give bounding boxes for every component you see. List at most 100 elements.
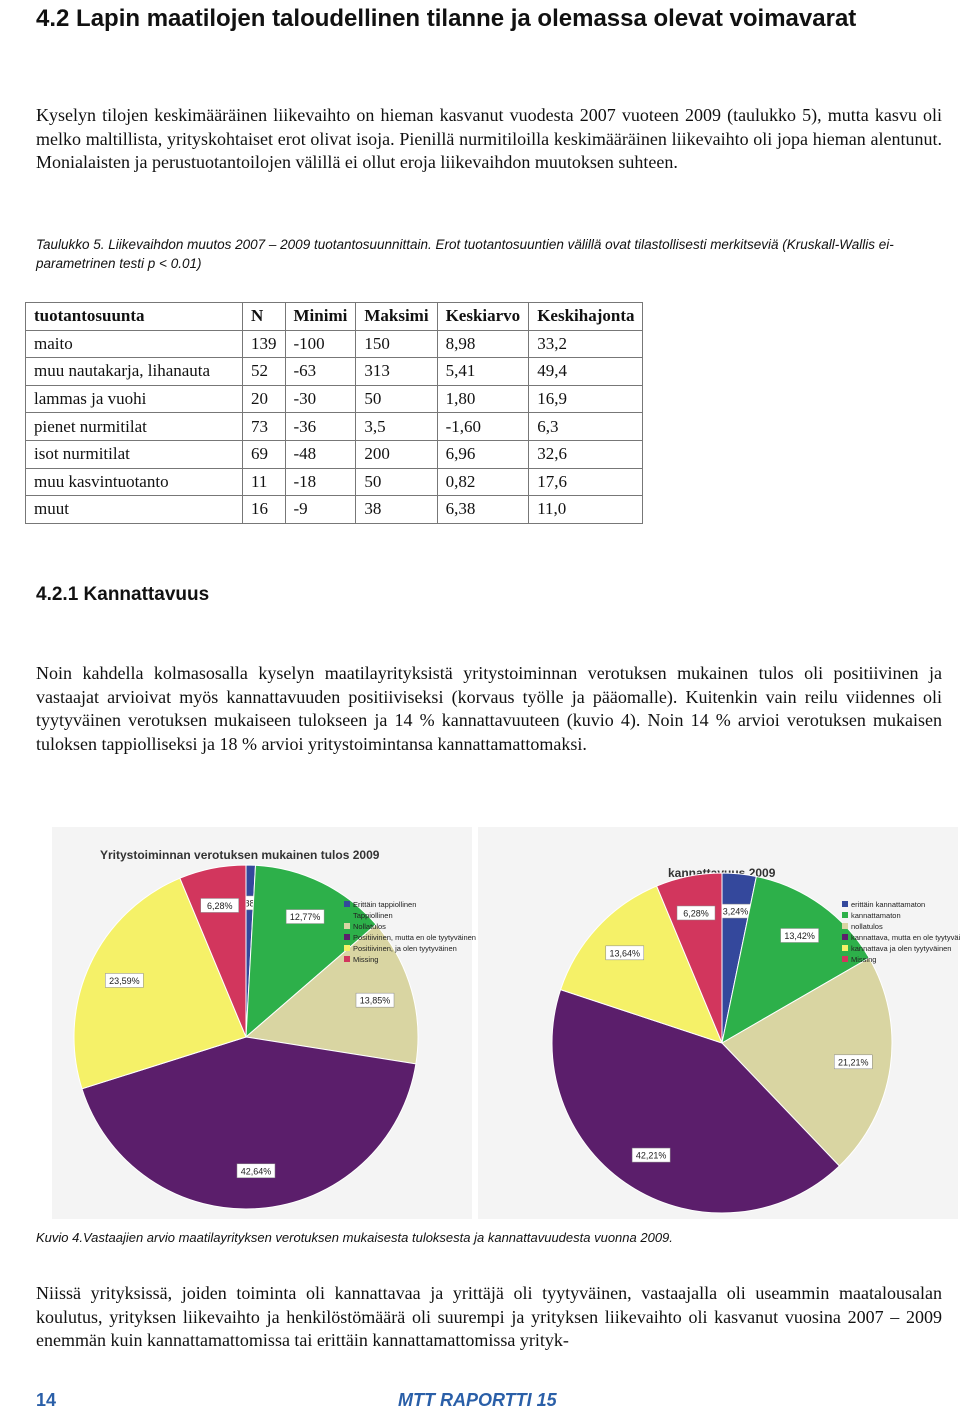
legend-swatch [842, 912, 848, 918]
figure: Yritystoiminnan verotuksen mukainen tulo… [52, 827, 960, 1219]
table-cell: -18 [284, 467, 357, 497]
publication: MTT RAPORTTI 15 [398, 1390, 557, 1410]
label-box [355, 992, 395, 1008]
label-box [200, 898, 239, 913]
paragraph: Noin kahdella kolmasosalla kyselyn maati… [36, 663, 942, 754]
paragraph: Niissä yrityksissä, joiden toiminta oli … [36, 1283, 942, 1350]
table-caption: Taulukko 5. Liikevaihdon muutos 2007 – 2… [36, 237, 894, 271]
legend-swatch [344, 934, 350, 940]
legend-swatch [344, 912, 350, 918]
table-cell: Keskiarvo [436, 302, 530, 331]
label-box [285, 909, 325, 924]
label-box [780, 928, 819, 943]
table-cell: 6,3 [528, 412, 644, 441]
table-cell: lammas ja vuohi [25, 384, 243, 414]
table-row: tuotantosuunta N Minimi Maksimi Keskiarvo Kes… [25, 302, 644, 331]
table-cell: -1,60 [436, 412, 530, 441]
pie-slice [551, 989, 841, 1214]
slice-label: 42,21% [636, 1151, 667, 1161]
table-cell: Maksimi [355, 302, 438, 331]
legend-swatch [842, 901, 848, 907]
table-cell: 150 [355, 329, 438, 359]
legend-label: Tappiollinen [353, 911, 393, 920]
table-row: pienet nurmitilat 73 -36 3,5 -1,60 6,3 [25, 412, 644, 441]
legend-label: erittäin kannattamaton [851, 900, 925, 909]
label-box [605, 945, 645, 961]
legend-swatch [344, 923, 350, 929]
table-row: muut 16 -9 38 6,38 11,0 [25, 495, 644, 524]
label-box [834, 1054, 873, 1070]
figure-caption: Kuvio 4.Vastaajien arvio maatilayritykse… [36, 1230, 673, 1245]
table-cell: 17,6 [528, 467, 644, 497]
table-cell: 20 [242, 384, 286, 414]
table-cell: -100 [284, 329, 357, 359]
table-cell: pienet nurmitilat [25, 412, 243, 441]
legend-swatch [842, 934, 848, 940]
slice-label: 23,59% [109, 976, 140, 986]
table-cell: -48 [284, 439, 357, 469]
table-row: isot nurmitilat 69 -48 200 6,96 32,6 [25, 439, 644, 469]
table-cell: 16 [242, 495, 286, 524]
pie-slice [244, 923, 419, 1065]
legend-label: kannattava, mutta en ole tyytyväinen [851, 933, 960, 942]
table-cell: 52 [242, 357, 286, 386]
page-number: 14 [36, 1390, 57, 1410]
slice-label: 13,42% [784, 931, 815, 941]
legend-label: Positiivinen, mutta en ole tyytyväinen [353, 933, 476, 942]
chart-title: Yritystoiminnan verotuksen mukainen tulo… [100, 848, 380, 862]
slice-label: 3,24% [723, 907, 749, 917]
legend-label: Missing [851, 955, 876, 964]
label-box [236, 1163, 276, 1179]
table-cell: Keskihajonta [528, 302, 644, 331]
legend-label: kannattava ja olen tyytyväinen [851, 944, 951, 953]
legend-label: Missing [353, 955, 378, 964]
table-cell: 6,96 [436, 439, 530, 469]
label-box [105, 973, 144, 988]
table-cell: -30 [284, 384, 357, 414]
table-body: tuotantosuunta N Minimi Maksimi Keskiarvo Kes… [25, 302, 644, 524]
heading: 4.2 Lapin maatilojen taloudellinen tilan… [36, 5, 857, 32]
table-row: muu kasvintuotanto 11 -18 50 0,82 17,6 [25, 467, 644, 497]
table-cell: tuotantosuunta [25, 302, 243, 331]
slice-label: 13,85% [360, 996, 391, 1006]
paragraph: Kyselyn tilojen keskimääräinen liikevaih… [36, 105, 942, 172]
table-row: lammas ja vuohi 20 -30 50 1,80 16,9 [25, 384, 644, 414]
table-cell: isot nurmitilat [25, 439, 243, 469]
table-cell: 139 [242, 329, 286, 359]
table-cell: 32,6 [528, 439, 644, 469]
legend-swatch [344, 945, 350, 951]
table-cell: 0,82 [436, 467, 530, 497]
table-cell: 200 [355, 439, 438, 469]
table-cell: muu kasvintuotanto [25, 467, 243, 497]
legend-swatch [344, 901, 350, 907]
pie-slice [81, 1036, 417, 1210]
table-cell: Minimi [284, 302, 357, 331]
table-cell: N [242, 302, 286, 331]
label-box [631, 1147, 671, 1163]
table-cell: muu nautakarja, lihanauta [25, 357, 243, 386]
table-cell: 69 [242, 439, 286, 469]
table-cell: 11,0 [528, 495, 644, 524]
slice-label: 21,21% [838, 1057, 869, 1067]
pie-slice [73, 877, 247, 1090]
table-cell: 6,38 [436, 495, 530, 524]
table-cell: 49,4 [528, 357, 644, 386]
table-cell: 3,5 [355, 412, 438, 441]
slice-label: 13,64% [610, 948, 641, 958]
subheading: 4.2.1 Kannattavuus [36, 584, 210, 605]
legend-swatch [344, 956, 350, 962]
table-cell: 313 [355, 357, 438, 386]
table-cell: -9 [284, 495, 357, 524]
pie-slice [721, 875, 870, 1044]
slice-label: 42,64% [241, 1166, 272, 1176]
table-cell: 50 [355, 384, 438, 414]
table-cell: 50 [355, 467, 438, 497]
legend-swatch [842, 923, 848, 929]
legend-swatch [842, 945, 848, 951]
table-row: maito 139 -100 150 8,98 33,2 [25, 329, 644, 359]
table-cell: 8,98 [436, 329, 530, 359]
legend-swatch [842, 956, 848, 962]
pie-slice [559, 885, 723, 1044]
table-row: muu nautakarja, lihanauta 52 -63 313 5,41 49,… [25, 357, 644, 386]
